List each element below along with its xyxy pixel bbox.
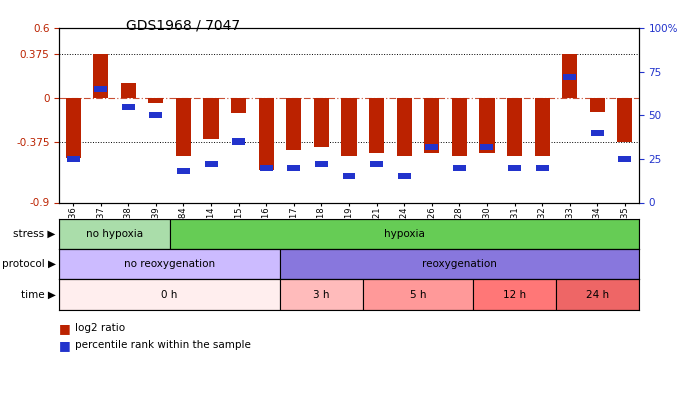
Bar bbox=[59, 219, 170, 249]
Bar bbox=[260, 164, 273, 171]
Text: 24 h: 24 h bbox=[586, 290, 609, 300]
Bar bbox=[363, 279, 473, 310]
Bar bbox=[563, 74, 576, 80]
Bar bbox=[170, 219, 639, 249]
Bar bbox=[535, 98, 550, 156]
Text: log2 ratio: log2 ratio bbox=[75, 323, 125, 333]
Bar bbox=[59, 279, 280, 310]
Bar bbox=[176, 98, 191, 156]
Text: 12 h: 12 h bbox=[503, 290, 526, 300]
Bar bbox=[507, 98, 522, 156]
Bar bbox=[370, 161, 383, 167]
Bar bbox=[280, 279, 363, 310]
Bar bbox=[590, 98, 605, 112]
Text: percentile rank within the sample: percentile rank within the sample bbox=[75, 340, 251, 350]
Bar bbox=[232, 139, 245, 145]
Bar bbox=[424, 98, 439, 153]
Bar bbox=[122, 104, 135, 110]
Bar bbox=[280, 249, 639, 279]
Text: hypoxia: hypoxia bbox=[384, 229, 424, 239]
Bar bbox=[508, 164, 521, 171]
Bar bbox=[452, 98, 467, 156]
Text: ■: ■ bbox=[59, 322, 75, 335]
Text: protocol ▶: protocol ▶ bbox=[2, 259, 56, 269]
Text: 3 h: 3 h bbox=[313, 290, 329, 300]
Bar bbox=[398, 173, 410, 179]
Bar bbox=[556, 279, 639, 310]
Bar bbox=[343, 173, 355, 179]
Bar bbox=[535, 164, 549, 171]
Bar bbox=[341, 98, 357, 156]
Bar bbox=[369, 98, 384, 153]
Bar bbox=[315, 161, 328, 167]
Text: 5 h: 5 h bbox=[410, 290, 426, 300]
Text: no reoxygenation: no reoxygenation bbox=[124, 259, 215, 269]
Bar bbox=[286, 98, 302, 150]
Bar bbox=[453, 164, 466, 171]
Text: time ▶: time ▶ bbox=[21, 290, 56, 300]
Bar bbox=[617, 98, 632, 142]
Bar bbox=[93, 54, 108, 98]
Bar bbox=[231, 98, 246, 113]
Bar bbox=[66, 98, 81, 158]
Bar bbox=[204, 98, 218, 139]
Bar bbox=[67, 156, 80, 162]
Bar bbox=[591, 130, 604, 136]
Bar bbox=[618, 156, 631, 162]
Bar bbox=[121, 83, 136, 98]
Bar bbox=[480, 98, 494, 153]
Bar bbox=[425, 144, 438, 150]
Bar bbox=[177, 168, 190, 174]
Text: stress ▶: stress ▶ bbox=[13, 229, 56, 239]
Bar bbox=[149, 112, 163, 119]
Bar bbox=[94, 86, 107, 92]
Text: no hypoxia: no hypoxia bbox=[86, 229, 143, 239]
Bar bbox=[148, 98, 163, 102]
Bar bbox=[205, 161, 218, 167]
Text: GDS1968 / 7047: GDS1968 / 7047 bbox=[126, 18, 240, 32]
Text: 0 h: 0 h bbox=[161, 290, 178, 300]
Bar bbox=[59, 249, 280, 279]
Bar bbox=[396, 98, 412, 156]
Text: reoxygenation: reoxygenation bbox=[422, 259, 497, 269]
Bar bbox=[288, 164, 300, 171]
Bar bbox=[259, 98, 274, 170]
Bar bbox=[314, 98, 329, 147]
Bar bbox=[473, 279, 556, 310]
Bar bbox=[480, 144, 493, 150]
Text: ■: ■ bbox=[59, 339, 75, 352]
Bar bbox=[562, 54, 577, 98]
